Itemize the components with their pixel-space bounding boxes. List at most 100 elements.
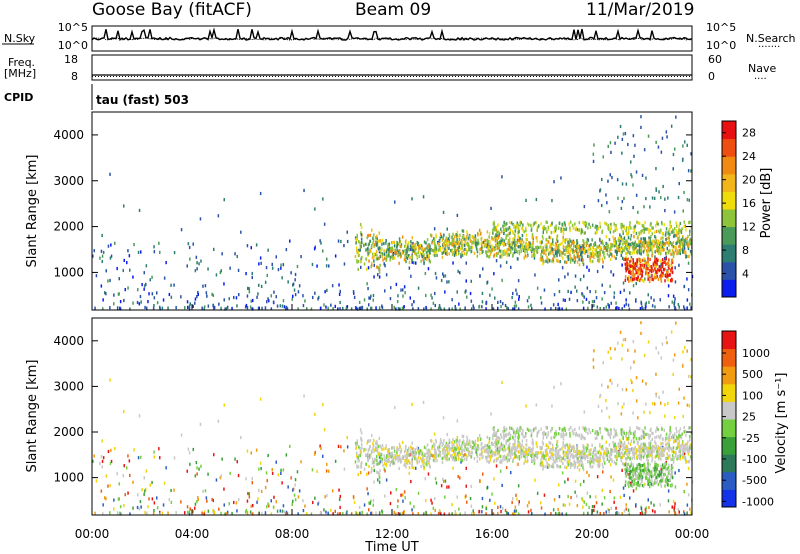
velocity-cell: [472, 440, 474, 445]
velocity-cell: [228, 502, 230, 506]
power-cell: [400, 244, 402, 248]
power-cell: [583, 243, 585, 247]
power-cell: [458, 245, 460, 249]
velocity-cell: [149, 483, 151, 487]
power-cell: [589, 258, 591, 263]
velocity-cell: [151, 480, 153, 485]
velocity-cell: [153, 450, 155, 454]
power-cell: [225, 307, 228, 311]
power-cell: [300, 255, 302, 259]
power-cell: [625, 256, 627, 260]
velocity-cell: [423, 467, 425, 471]
power-cell: [411, 258, 413, 262]
power-cell: [369, 296, 371, 300]
power-cell: [641, 223, 644, 228]
velocity-cell: [245, 508, 248, 513]
velocity-cell: [133, 448, 135, 452]
velocity-cell: [676, 439, 678, 443]
power-cell: [636, 268, 639, 272]
velocity-cell: [626, 457, 628, 461]
power-cell: [456, 240, 458, 244]
velocity-cell: [548, 463, 550, 467]
power-cell: [173, 283, 175, 287]
velocity-cell: [417, 491, 420, 495]
freq-tick-top: 18: [64, 53, 78, 66]
power-cell: [688, 244, 691, 248]
velocity-cell: [93, 454, 95, 458]
power-cell: [446, 245, 449, 249]
power-cell: [615, 301, 617, 305]
power-cell: [445, 236, 448, 240]
power-cell: [119, 300, 122, 304]
power-cell: [644, 241, 647, 245]
power-cell: [145, 264, 148, 268]
power-cell: [564, 298, 566, 302]
power-cell: [663, 244, 666, 248]
velocity-cell: [424, 462, 426, 466]
velocity-cell: [568, 502, 571, 506]
velocity-cell: [481, 449, 483, 454]
power-cell: [576, 289, 578, 293]
velocity-cell: [440, 440, 443, 444]
velocity-cell: [583, 500, 585, 504]
power-cell: [442, 210, 445, 214]
power-cell: [379, 251, 382, 255]
power-cell: [678, 305, 680, 309]
velocity-cell: [368, 439, 370, 443]
power-cell: [655, 276, 657, 280]
velocity-cell: [247, 491, 249, 496]
velocity-cell: [659, 503, 661, 507]
velocity-cell: [619, 442, 621, 446]
power-cell: [606, 252, 609, 256]
power-cell: [496, 230, 498, 235]
velocity-cell: [423, 445, 426, 449]
velocity-cell: [565, 453, 567, 458]
power-cell: [668, 229, 671, 233]
velocity-cell: [671, 454, 674, 458]
velocity-cell: [422, 454, 425, 458]
power-cell: [404, 244, 406, 248]
velocity-cell: [365, 448, 367, 452]
power-cell: [451, 243, 453, 247]
power-cell: [411, 260, 413, 264]
power-cell: [523, 230, 525, 234]
power-cell: [399, 239, 401, 243]
power-cell: [358, 240, 360, 244]
power-cell: [493, 272, 495, 276]
nsearch-dots: ·······: [758, 42, 780, 53]
power-cell: [381, 304, 383, 308]
velocity-cell: [515, 448, 518, 453]
power-cell: [645, 270, 648, 274]
velocity-cell: [438, 452, 440, 457]
velocity-cell: [552, 443, 554, 447]
power-cell: [486, 280, 489, 284]
velocity-cell: [261, 511, 263, 515]
power-cell: [642, 243, 645, 247]
power-cell: [581, 244, 583, 248]
velocity-cell: [393, 446, 395, 450]
velocity-cell: [238, 498, 240, 502]
velocity-cell: [163, 481, 166, 485]
velocity-cell: [567, 460, 569, 464]
velocity-cell: [461, 458, 464, 463]
power-cell: [435, 250, 437, 254]
power-cell: [643, 279, 645, 283]
power-cell: [357, 248, 360, 252]
power-cell: [570, 243, 573, 247]
power-cell: [555, 224, 557, 228]
power-cell: [406, 256, 409, 260]
velocity-cell: [644, 451, 646, 455]
power-cell: [314, 207, 316, 211]
velocity-cell: [522, 446, 525, 450]
power-cell: [632, 264, 634, 268]
power-cell: [681, 227, 683, 231]
power-cell: [602, 260, 604, 264]
velocity-cell: [647, 460, 649, 464]
power-cell: [587, 250, 589, 254]
power-cell: [649, 257, 651, 262]
velocity-cell: [519, 450, 522, 454]
power-cell: [580, 258, 583, 262]
power-cell: [607, 144, 609, 148]
power-cell: [501, 230, 503, 234]
